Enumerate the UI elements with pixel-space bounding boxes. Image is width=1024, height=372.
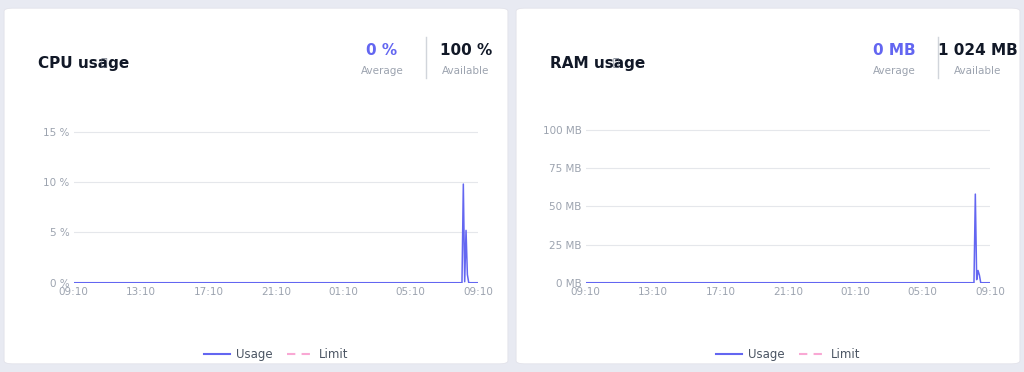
Text: ⓘ: ⓘ (100, 58, 106, 68)
Text: 0 MB: 0 MB (872, 43, 915, 58)
Legend: Usage, Limit: Usage, Limit (200, 343, 352, 366)
Text: 1 024 MB: 1 024 MB (938, 43, 1018, 58)
Text: ⓘ: ⓘ (612, 58, 618, 68)
Text: Average: Average (360, 66, 403, 76)
Text: RAM usage: RAM usage (550, 56, 645, 71)
Text: Available: Available (442, 66, 489, 76)
Text: 0 %: 0 % (367, 43, 397, 58)
Text: 100 %: 100 % (439, 43, 493, 58)
Text: Available: Available (954, 66, 1001, 76)
Text: CPU usage: CPU usage (38, 56, 129, 71)
Legend: Usage, Limit: Usage, Limit (712, 343, 864, 366)
Text: Average: Average (872, 66, 915, 76)
